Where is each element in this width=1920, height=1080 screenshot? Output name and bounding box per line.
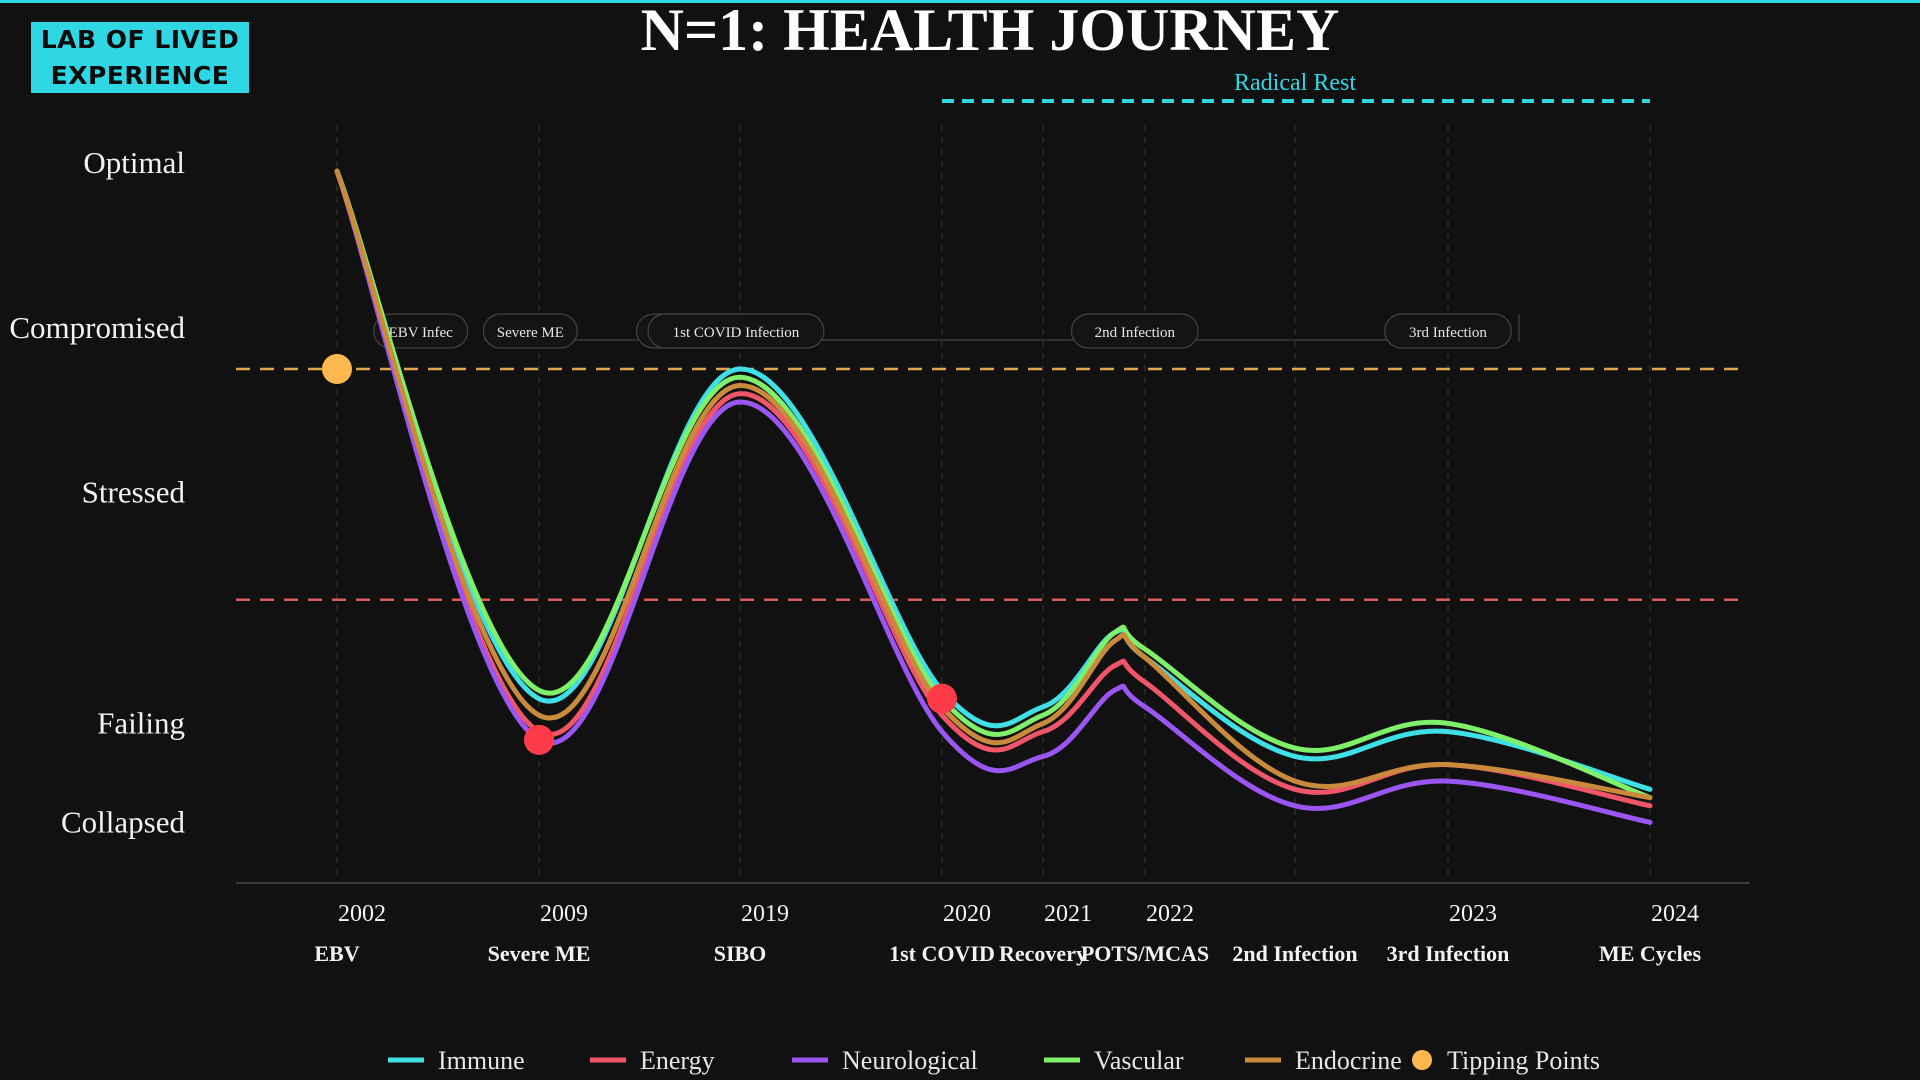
brand-logo: LAB OF LIVED EXPERIENCE [31, 22, 249, 93]
phase-pill-label: 1st COVID Infection [673, 325, 800, 341]
event-label: Severe ME [488, 941, 591, 966]
tipping-points [322, 354, 957, 755]
event-label: POTS/MCAS [1081, 941, 1209, 966]
phase-pill-label: 2nd Infection [1095, 325, 1176, 341]
x-tick-label: 2009 [540, 901, 588, 927]
event-labels: EBV Severe ME SIBO 1st COVID RecoveryPOTS/MC… [314, 941, 1701, 966]
radical-rest-annotation: Radical Rest [942, 70, 1650, 103]
y-level-label: Stressed [82, 475, 186, 510]
event-label: 1st COVID [889, 941, 995, 966]
y-level-label: Optimal [83, 145, 185, 180]
x-axis-tick-labels: 2002 2009 2019 2020 2021 2022 2023 2024 [338, 901, 1699, 927]
phase-pill-box [482, 313, 578, 349]
x-tick-label: 2020 [943, 901, 991, 927]
y-level-label: Failing [97, 705, 185, 740]
phase-pill-label: EBV Infec [389, 325, 454, 341]
phase-pill-label: Severe ME [497, 325, 564, 341]
tipping-point-marker [322, 354, 352, 385]
legend-swatch [1412, 1050, 1432, 1070]
phase-pill-box [647, 313, 825, 349]
chart-title: N=1: HEALTH JOURNEY [641, 0, 1340, 63]
legend-label: Immune [438, 1046, 525, 1075]
legend-item-neurological: Neurological [792, 1046, 978, 1075]
phase-pill: Severe ME [482, 313, 578, 349]
phase-pill: 3rd Infection [1384, 313, 1512, 349]
event-label: SIBO [714, 941, 767, 966]
legend: Immune Energy Neurological Vascular Endocrin… [388, 1046, 1600, 1075]
legend-item-immune: Immune [388, 1046, 525, 1075]
legend-item-tipping-points: Tipping Points [1412, 1046, 1600, 1075]
legend-label: Endocrine [1295, 1046, 1402, 1075]
legend-label: Neurological [842, 1046, 978, 1075]
brand-logo-line2: EXPERIENCE [50, 61, 230, 90]
x-tick-label: 2002 [338, 901, 386, 927]
phase-pill-label: 3rd Infection [1409, 325, 1487, 341]
event-label: EBV [314, 941, 359, 966]
phase-pill: 1st COVID Infection [647, 313, 825, 349]
phase-pill-box [1070, 313, 1199, 349]
x-tick-label: 2024 [1651, 901, 1699, 927]
phase-pill: EBV Infec [373, 313, 469, 349]
phase-pill-box [373, 313, 469, 349]
legend-item-vascular: Vascular [1044, 1046, 1184, 1075]
tipping-point-marker [927, 683, 957, 714]
x-tick-label: 2021 [1044, 901, 1092, 927]
radical-rest-label: Radical Rest [1234, 70, 1356, 96]
legend-label: Tipping Points [1447, 1046, 1600, 1075]
tipping-point-marker [524, 724, 554, 755]
brand-logo-line1: LAB OF LIVED [40, 25, 240, 54]
event-label: 3rd Infection [1387, 941, 1510, 966]
legend-item-endocrine: Endocrine [1245, 1046, 1402, 1075]
legend-label: Vascular [1094, 1046, 1184, 1075]
event-label: Recovery [999, 941, 1087, 966]
event-label: ME Cycles [1599, 941, 1701, 966]
y-level-label: Collapsed [61, 804, 185, 839]
series-line-endocrine [334, 168, 1653, 801]
series-line-vascular [334, 168, 1653, 801]
top-accent-line [0, 0, 1920, 3]
event-label: 2nd Infection [1232, 941, 1357, 966]
series-line-immune [334, 168, 1653, 792]
threshold-lines [236, 367, 1740, 602]
legend-item-energy: Energy [590, 1046, 715, 1075]
x-tick-label: 2023 [1449, 901, 1497, 927]
legend-label: Energy [640, 1046, 715, 1075]
y-axis-labels: Optimal Compromised Stressed Failing Collaps… [9, 145, 185, 839]
series-lines [334, 168, 1653, 825]
y-level-label: Compromised [9, 310, 185, 345]
x-tick-label: 2019 [741, 901, 789, 927]
x-tick-label: 2022 [1146, 901, 1194, 927]
phase-pill-box [1384, 313, 1512, 349]
phase-pill: 2nd Infection [1070, 313, 1199, 349]
